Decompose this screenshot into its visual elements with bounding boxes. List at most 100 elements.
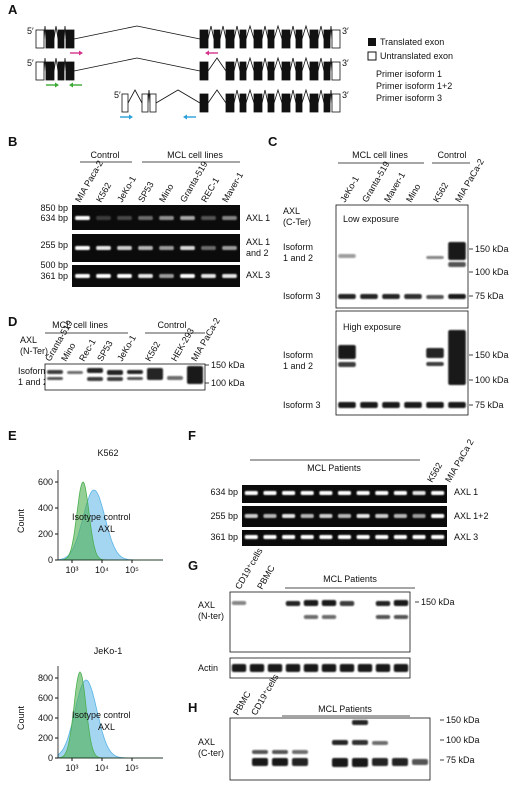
label: 1 and 2 [283,361,313,371]
gel-band [282,514,296,518]
intron [273,88,283,104]
blot-band [252,758,268,766]
intron [245,24,255,40]
gel-band [96,246,111,250]
lane-label: CD19⁺cells [249,672,281,717]
blot [335,204,469,309]
blot-band [448,242,466,260]
blot [335,310,469,416]
end-label: 3′ [342,90,349,100]
legend-swatch [367,51,377,61]
gel-band [117,274,132,278]
gel-band [159,216,174,220]
lane-label: MIA PaCa-2 [189,316,222,363]
exon [253,29,263,49]
blot-band [393,615,409,619]
gel-band [138,216,153,220]
group-label: Control [90,150,119,160]
blot-band [352,758,368,767]
end-label: 5′ [27,58,34,68]
gel-band [282,535,296,539]
intron [207,89,227,104]
blot-band [47,370,63,374]
exon [267,93,275,113]
gel-band [201,246,216,250]
gel-band [263,491,277,495]
blot-band [404,402,422,408]
exon [225,93,235,113]
gel-band [117,216,132,220]
exon [281,29,291,49]
intron [233,57,241,72]
marker-label: 150 kDa [446,715,480,725]
label: Isoform [283,242,313,252]
gel-band [300,535,314,539]
primer-arrowhead [183,114,187,120]
marker-label: 100 kDa [211,378,245,388]
plot-title: K562 [97,448,118,458]
intron [219,25,227,40]
intron [273,56,283,72]
gel-band [375,535,389,539]
exon [121,93,129,113]
blot-band [426,295,444,299]
group-label: MCL Patients [323,574,377,584]
label: AXL [20,335,37,345]
blot-band [448,262,466,267]
exon [309,29,319,49]
legend-label: AXL [98,524,115,534]
x-tick-label: 10⁴ [95,763,109,773]
intron [73,25,201,40]
legend-label: Untranslated exon [380,51,453,61]
exon [45,29,55,49]
blot-band [357,664,373,672]
lane-label: JeKo-1 [115,174,138,204]
intron [301,24,311,40]
gel [72,265,240,287]
exposure-title: High exposure [343,322,401,332]
exon [267,61,275,81]
group-label: Control [157,320,186,330]
gel-band [96,274,111,278]
blot-band [187,366,203,384]
product-label: AXL 1 [454,487,478,497]
exposure-title: Low exposure [343,214,399,224]
blot-band [404,294,422,299]
gel-band [159,274,174,278]
exon [239,61,247,81]
blot-band [426,256,444,259]
gel-band [393,514,407,518]
blot-band [332,740,348,745]
lane-label: MIA PaCa 2 [443,437,476,484]
exon [281,93,291,113]
exon [295,29,303,49]
exon [199,29,209,49]
blot-band [303,615,319,619]
intron [73,57,201,72]
blot-band [272,750,288,754]
blot-band [249,664,265,672]
primer-label: Primer isoform 1+2 [376,81,452,91]
blot-band [267,664,283,672]
gel-band [222,216,237,220]
label: AXL 1 [246,237,270,247]
y-tick-label: 800 [38,673,53,683]
intron [127,89,143,104]
intron [301,88,311,104]
blot-band [231,601,247,605]
label: (C-ter) [198,748,224,758]
panel-label: A [8,2,18,17]
marker-label: 634 bp [40,213,68,223]
gel-band [300,491,314,495]
group-label: MCL cell lines [352,150,408,160]
exon [309,93,319,113]
exon [45,61,55,81]
lane-label: JeKo-1 [115,333,138,363]
blot-band [87,368,103,373]
lane-label: Maver-1 [220,170,245,204]
gel-band [222,274,237,278]
blot-band [107,370,123,375]
label: (C-Ter) [283,217,311,227]
primer-label: Primer isoform 1 [376,69,442,79]
gel-band [75,216,90,220]
